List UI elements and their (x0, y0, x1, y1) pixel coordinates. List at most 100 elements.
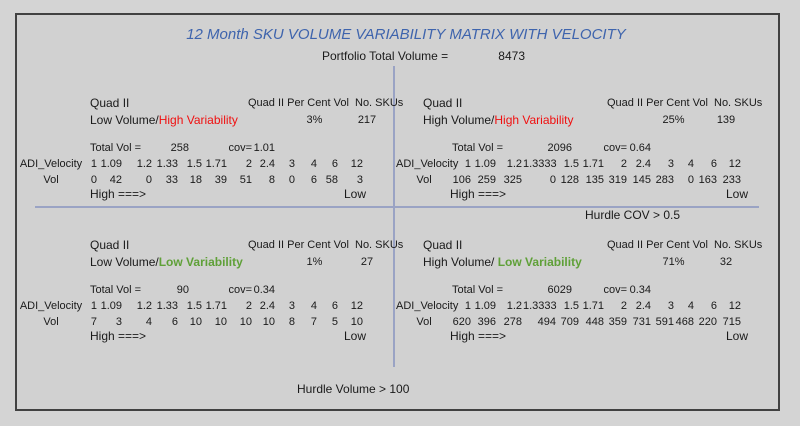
percent-vol-value: 71% (662, 256, 685, 268)
quadrant-title: Quad II Low Volume/High Variability (90, 95, 404, 129)
variability-label: High Variability (158, 113, 238, 127)
adi-cell: 1.2 (506, 158, 522, 170)
vol-cell: 709 (560, 316, 580, 328)
vol-cell: 0 (90, 174, 97, 186)
vol-cell: 39 (214, 174, 228, 186)
vol-cell: 319 (608, 174, 628, 186)
percent-vol-header: Quad II Per Cent Vol (248, 97, 349, 109)
high-label: High ===> (450, 187, 507, 201)
vol-cell: 620 (452, 316, 471, 328)
adi-cell: 4 (310, 300, 318, 312)
quadrant-footer: High ===> Low (90, 187, 366, 201)
quadrant-divider-vertical (393, 66, 395, 367)
vol-cell: 259 (477, 174, 496, 186)
quadrant-subtitle: High Volume/High Variability (423, 112, 780, 129)
vol-cell: 715 (722, 316, 742, 328)
vol-cell: 58 (325, 174, 339, 186)
adi-cell: 1.71 (205, 300, 227, 312)
percent-vol-header: Quad II Per Cent Vol (248, 239, 349, 251)
cov-value: 1.01 (253, 142, 276, 154)
vol-cell: 233 (722, 174, 742, 186)
percent-vol-header: Quad II Per Cent Vol (607, 239, 708, 251)
vol-cell: 7 (310, 316, 318, 328)
variability-label: Low Variability (158, 255, 243, 269)
adi-cell: 2 (620, 300, 628, 312)
adi-cell: 3 (667, 300, 675, 312)
quadrant-top-left: Quad II Low Volume/High Variability Quad… (12, 95, 404, 207)
skus-header: No. SKUs (714, 239, 763, 251)
total-vol-label: Total Vol = (452, 284, 504, 296)
adi-cell: 1.09 (474, 158, 496, 170)
volume-label: Low Volume/ (90, 113, 159, 127)
cov-label: cov= (228, 284, 253, 296)
adi-velocity-label: ADI_Velocity (19, 158, 83, 170)
total-vol-value: 90 (176, 284, 189, 296)
skus-header: No. SKUs (355, 97, 404, 109)
vol-cell: 10 (350, 316, 364, 328)
adi-velocity-label: ADI_Velocity (396, 158, 459, 170)
quadrant-footer: High ===> Low (90, 329, 366, 343)
low-label: Low (725, 187, 748, 201)
low-label: Low (343, 329, 366, 343)
quadrant-name: Quad II (90, 238, 130, 252)
empty-cell (396, 140, 452, 156)
quadrant-title: Quad II High Volume/High Variability (423, 95, 780, 129)
page-title: 12 Month SKU VOLUME VARIABILITY MATRIX W… (186, 26, 626, 43)
vol-cell: 283 (655, 174, 675, 186)
adi-cell: 1.2 (136, 300, 152, 312)
vol-cell: 10 (189, 316, 202, 328)
adi-velocity-row: ADI_Velocity 1 1.09 1.2 1.3333 1.5 1.71 2 2.4 3 4… (396, 298, 742, 314)
adi-cell: 4 (310, 158, 318, 170)
vol-cell: 396 (477, 316, 496, 328)
adi-velocity-row: ADI_Velocity 1 1.09 1.2 1.3333 1.5 1.71 2 2.4 3 4… (396, 156, 742, 172)
adi-cell: 1.33 (156, 158, 178, 170)
empty-cell (12, 140, 90, 156)
skus-value: 217 (357, 114, 377, 126)
variability-label: High Variability (494, 113, 574, 127)
adi-cell: 1.5 (186, 300, 202, 312)
empty-cell (396, 282, 452, 298)
adi-velocity-label: ADI_Velocity (396, 300, 459, 312)
vol-cell: 145 (632, 174, 652, 186)
skus-header: No. SKUs (355, 239, 404, 251)
total-vol-value: 2096 (547, 142, 573, 154)
adi-velocity-row: ADI_Velocity 1 1.09 1.2 1.33 1.5 1.71 2 2.4 3 4 6 1… (12, 156, 364, 172)
vol-cell: 42 (109, 174, 122, 186)
quadrant-stats: Quad II Per Cent Vol 71% No. SKUs 32 (607, 237, 762, 271)
vol-cell: 10 (214, 316, 227, 328)
total-vol-value: 6029 (547, 284, 573, 296)
adi-cell: 1 (464, 158, 471, 170)
vol-cell: 3 (115, 316, 122, 328)
quadrant-footer: High ===> Low (450, 329, 748, 343)
adi-cell: 3 (288, 300, 296, 312)
vol-cell: 106 (452, 174, 471, 186)
skus-value: 27 (360, 256, 374, 268)
vol-cell: 8 (288, 316, 296, 328)
vol-cell: 0 (687, 174, 695, 186)
vol-cell: 33 (165, 174, 178, 186)
low-label: Low (725, 329, 748, 343)
quadrant-subtitle: High Volume/ Low Variability (423, 254, 780, 271)
vol-cell: 18 (189, 174, 203, 186)
hurdle-volume-label: Hurdle Volume > 100 (297, 382, 410, 396)
vol-cell: 0 (288, 174, 296, 186)
quadrant-table: Total Vol = 6029 cov= 0.34 ADI_Velocity … (396, 282, 742, 330)
vol-row: Vol 7 3 4 6 10 10 10 10 8 7 5 10 (12, 314, 364, 330)
adi-cell: 4 (687, 300, 695, 312)
vol-cell: 494 (537, 316, 556, 328)
vol-cell: 278 (503, 316, 522, 328)
vol-cell: 0 (549, 174, 556, 186)
percent-vol-value: 25% (662, 114, 685, 126)
quadrant-footer: High ===> Low (450, 187, 748, 201)
skus-value: 32 (719, 256, 733, 268)
quadrant-table: Total Vol = 2096 cov= 0.64 ADI_Velocity … (396, 140, 742, 188)
skus-header: No. SKUs (714, 97, 763, 109)
total-vol-value: 258 (170, 142, 190, 154)
percent-vol-value: 3% (306, 114, 323, 126)
adi-cell: 3 (288, 158, 296, 170)
low-label: Low (343, 187, 366, 201)
variability-label: Low Variability (497, 255, 582, 269)
vol-cell: 6 (171, 316, 178, 328)
total-vol-label: Total Vol = (90, 284, 142, 296)
adi-cell: 1.09 (474, 300, 496, 312)
